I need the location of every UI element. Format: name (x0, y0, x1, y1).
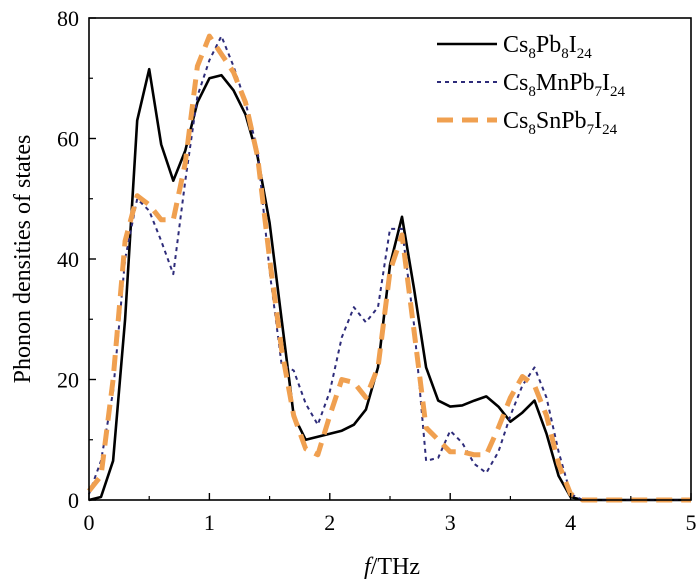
x-axis-label-unit: /THz (371, 554, 420, 580)
x-tick-label: 2 (324, 510, 335, 535)
legend-subscript: 24 (610, 84, 626, 100)
x-tick-label: 1 (204, 510, 215, 535)
legend-text-part: MnPb (536, 70, 595, 96)
legend-subscript: 8 (528, 122, 536, 138)
legend-text-part: I (594, 108, 602, 134)
x-axis-label: f/THz (364, 554, 420, 580)
y-axis-label: Phonon densities of states (10, 135, 36, 384)
legend-text-part: I (569, 32, 577, 58)
y-tick-label: 40 (57, 247, 79, 272)
legend-subscript: 24 (602, 122, 618, 138)
legend-subscript: 8 (528, 46, 536, 62)
legend-subscript: 24 (577, 46, 593, 62)
legend-subscript: 7 (587, 122, 595, 138)
legend-label-3: Cs8SnPb7I24 (503, 108, 618, 138)
legend-text-part: SnPb (536, 108, 587, 134)
legend-label-2: Cs8MnPb7I24 (503, 70, 626, 100)
chart-marks: 0 1 2 3 4 5 0 20 40 60 80 f/THz Phonon densities of … (10, 6, 697, 580)
legend-subscript: 8 (528, 84, 536, 100)
x-tick-label: 0 (84, 510, 95, 535)
legend-subscript: 8 (561, 46, 569, 62)
x-axis-label-symbol: f (364, 554, 374, 580)
series-line-1 (88, 67, 691, 502)
legend-text-part: I (602, 70, 610, 96)
x-tick-label: 5 (686, 510, 697, 535)
y-tick-label: 60 (57, 127, 79, 152)
legend-text-part: Cs (503, 32, 528, 58)
legend-text-part: Cs (503, 108, 528, 134)
x-tick-label: 3 (445, 510, 456, 535)
legend-text-part: Cs (503, 70, 528, 96)
legend-text-part: Pb (536, 32, 561, 58)
series-line-2 (88, 35, 691, 501)
legend-subscript: 7 (595, 84, 603, 100)
y-tick-label: 0 (68, 488, 79, 513)
legend-label-1: Cs8Pb8I24 (503, 32, 592, 62)
y-tick-label: 80 (57, 6, 79, 31)
x-tick-label: 4 (565, 510, 576, 535)
y-tick-label: 20 (57, 368, 79, 393)
